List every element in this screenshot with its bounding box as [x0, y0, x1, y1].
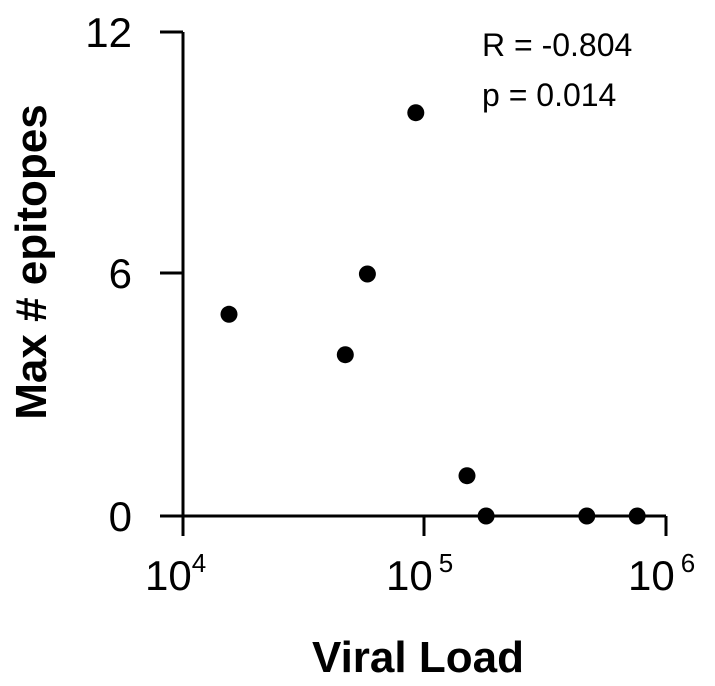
data-point-8: [628, 507, 646, 525]
y-axis-title: Max # epitopes: [7, 104, 56, 419]
y-tick-label-12: 12: [85, 9, 132, 56]
x-tick-exp-1e4: 4: [192, 548, 206, 578]
x-tick-label-1e5: 10 5: [386, 548, 453, 599]
data-point-3: [358, 265, 376, 283]
x-tick-label-1e4: 104: [145, 548, 206, 599]
data-point-6: [477, 507, 495, 525]
x-tick-base-1e4: 10: [145, 552, 192, 599]
p-annotation: p = 0.014: [482, 77, 616, 113]
r-annotation: R = -0.804: [482, 27, 632, 63]
y-tick-label-6: 6: [109, 250, 132, 297]
x-tick-exp-1e6: 6: [681, 548, 695, 578]
x-axis-title: Viral Load: [312, 633, 524, 682]
y-tick-label-0: 0: [109, 493, 132, 540]
x-tick-base-1e6: 10: [628, 552, 675, 599]
data-point-2: [336, 346, 354, 364]
data-point-7: [578, 507, 596, 525]
x-tick-exp-1e5: 5: [439, 548, 453, 578]
x-tick-base-1e5: 10: [386, 552, 433, 599]
data-point-1: [220, 305, 238, 323]
data-point-5: [458, 467, 476, 485]
x-tick-label-1e6: 10 6: [628, 548, 695, 599]
data-point-4: [407, 104, 425, 122]
data-points: [220, 104, 646, 525]
